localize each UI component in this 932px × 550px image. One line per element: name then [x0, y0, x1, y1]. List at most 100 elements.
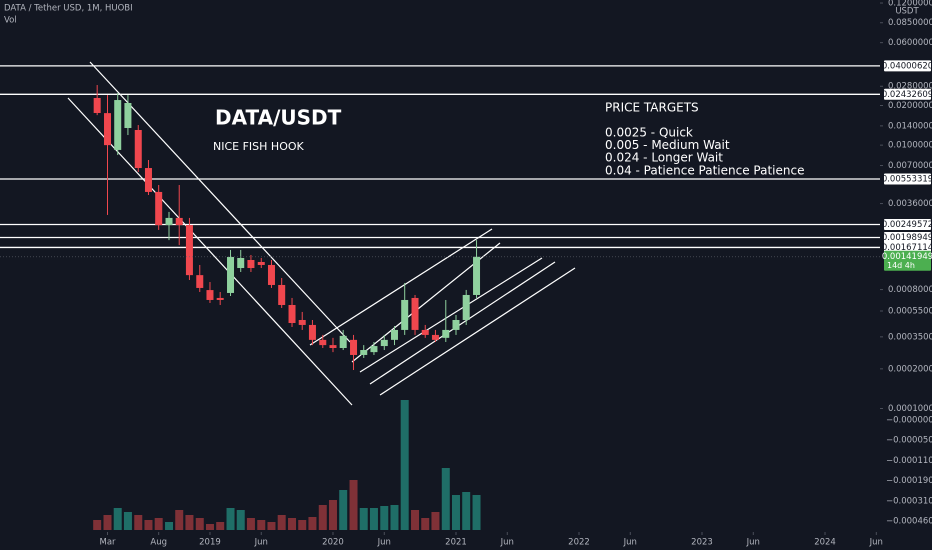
volume-bar	[123, 512, 132, 530]
volume-bar	[154, 518, 163, 530]
volume-bar	[226, 508, 235, 530]
volume-bar	[195, 518, 204, 530]
volume-bar	[236, 510, 245, 530]
volume-bar	[205, 524, 214, 530]
volume-bar	[277, 515, 286, 530]
candle-body	[134, 129, 142, 169]
level-box	[884, 241, 931, 253]
volume-bar	[400, 400, 409, 530]
volume-bar	[134, 515, 143, 530]
volume-bar	[93, 520, 102, 530]
volume-axis-label: −0.00011000	[886, 456, 932, 466]
candle-body	[411, 297, 419, 330]
candle-body	[93, 97, 101, 113]
candle-body	[401, 299, 409, 330]
volume-bar	[390, 505, 399, 530]
volume-bar	[349, 480, 358, 530]
price-target: 0.04 - Patience Patience Patience	[605, 163, 804, 177]
volume-bar	[257, 520, 266, 530]
candle-body	[473, 256, 481, 295]
level-box	[884, 219, 931, 231]
trendline	[369, 261, 556, 385]
x-tick-label: 2023	[691, 538, 713, 548]
trendline	[89, 61, 351, 343]
x-tick-label: Jun	[254, 538, 268, 548]
candle-body	[370, 346, 378, 353]
candle-body	[298, 319, 306, 325]
x-tick-label: 2022	[568, 538, 590, 548]
level-label: 0.02432609	[882, 90, 932, 100]
price-target: 0.0025 - Quick	[605, 126, 693, 140]
candle-body	[308, 324, 316, 340]
volume-bar	[103, 515, 112, 530]
y-tick-label: 0.00010000	[888, 404, 932, 414]
x-tick-label: Jun	[500, 538, 514, 548]
volume-bar	[359, 508, 368, 530]
volume-bar	[175, 510, 184, 530]
volume-axis-label: −0.00005000	[886, 436, 932, 446]
countdown: 14d 4h	[887, 261, 915, 270]
volume-bar	[113, 508, 122, 530]
candle-body	[452, 319, 460, 330]
volume-axis-label: −0.00019000	[886, 476, 932, 486]
candle-body	[288, 304, 296, 323]
targets-title: PRICE TARGETS	[605, 101, 699, 115]
candle-body	[462, 294, 470, 320]
candle-body	[114, 100, 122, 150]
x-tick-label: Jun	[746, 538, 760, 548]
level-box	[884, 60, 931, 72]
x-tick-label: Jun	[869, 538, 883, 548]
candle-body	[380, 339, 388, 347]
volume-axis-label: −0.00046000	[886, 517, 932, 527]
volume-bar	[318, 505, 327, 530]
volume-bar	[421, 518, 430, 530]
price-box	[884, 250, 931, 271]
volume-bar	[216, 522, 225, 530]
axis-unit: USDT	[895, 7, 919, 17]
level-box	[884, 173, 931, 185]
level-label: 0.00249572	[882, 220, 932, 230]
volume-bar	[328, 500, 337, 530]
candle-body	[124, 102, 132, 129]
x-tick-label: Mar	[99, 538, 116, 548]
volume-bar	[185, 515, 194, 530]
x-tick-label: 2024	[814, 538, 836, 548]
heading: DATA/USDT	[215, 106, 342, 130]
candle-body	[278, 284, 286, 305]
candle-body	[196, 275, 204, 288]
candle-body	[257, 261, 265, 265]
candle-body	[421, 329, 429, 335]
level-box	[884, 231, 931, 243]
candle-body	[237, 257, 245, 269]
symbol-title: DATA / Tether USD, 1M, HUOBI	[4, 4, 133, 14]
candle-body	[175, 217, 183, 226]
candle-body	[390, 329, 398, 340]
candle-body	[442, 329, 450, 338]
candle-body	[216, 297, 224, 300]
volume-bar	[267, 522, 276, 530]
candle-body	[104, 113, 112, 146]
volume-bar	[380, 506, 389, 530]
candle-body	[206, 290, 214, 300]
price-label: 0.00141949	[882, 252, 932, 262]
level-label: 0.00553319	[882, 174, 932, 184]
price-target: 0.024 - Longer Wait	[605, 151, 723, 165]
level-label: 0.00167114	[882, 243, 932, 253]
volume-bar	[369, 508, 378, 530]
candle-body	[431, 334, 439, 340]
x-tick-label: Jun	[623, 538, 637, 548]
candle-body	[155, 191, 163, 226]
